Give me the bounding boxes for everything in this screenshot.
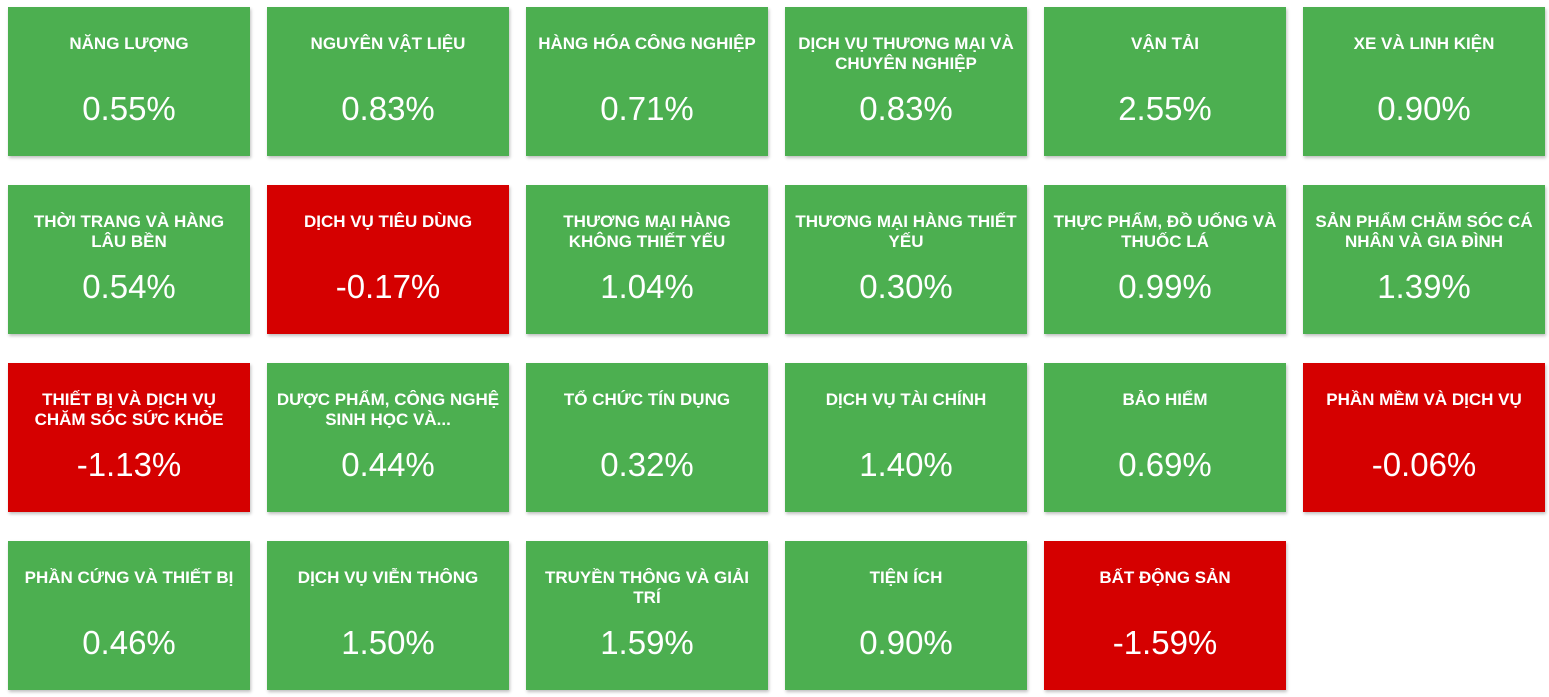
sector-name: BẢO HIỂM [1122,390,1208,409]
sector-name: DỊCH VỤ TÀI CHÍNH [825,390,987,409]
sector-name: DƯỢC PHẨM, CÔNG NGHỆ SINH HỌC VÀ... [276,390,500,429]
sector-tile-bat-dong-san[interactable]: BẤT ĐỘNG SẢN -1.59% [1044,541,1286,690]
sector-tile-hang-hoa-cong-nghiep[interactable]: HÀNG HÓA CÔNG NGHIỆP 0.71% [526,7,768,156]
sector-change: -1.13% [76,446,182,483]
sector-change: 1.39% [1377,268,1471,305]
sector-change: 0.83% [341,90,435,127]
sector-name: THỜI TRANG VÀ HÀNG LÂU BỀN [33,212,225,251]
sector-name: DỊCH VỤ VIỄN THÔNG [297,568,479,587]
sector-heatmap-grid: NĂNG LƯỢNG 0.55% NGUYÊN VẬT LIỆU 0.83% H… [8,7,1545,690]
sector-change: 0.55% [82,90,176,127]
sector-change: 0.30% [859,268,953,305]
sector-tile-thiet-bi-y-te[interactable]: THIẾT BỊ VÀ DỊCH VỤ CHĂM SÓC SỨC KHỎE -1… [8,363,250,512]
sector-tile-thuc-pham-do-uong[interactable]: THỰC PHẨM, ĐỒ UỐNG VÀ THUỐC LÁ 0.99% [1044,185,1286,334]
sector-tile-nang-luong[interactable]: NĂNG LƯỢNG 0.55% [8,7,250,156]
sector-tile-vien-thong[interactable]: DỊCH VỤ VIỄN THÔNG 1.50% [267,541,509,690]
sector-tile-duoc-pham[interactable]: DƯỢC PHẨM, CÔNG NGHỆ SINH HỌC VÀ... 0.44… [267,363,509,512]
sector-name: SẢN PHẨM CHĂM SÓC CÁ NHÂN VÀ GIA ĐÌNH [1315,212,1533,251]
sector-tile-dich-vu-tai-chinh[interactable]: DỊCH VỤ TÀI CHÍNH 1.40% [785,363,1027,512]
sector-name: TIỆN ÍCH [869,568,943,587]
sector-change: 1.59% [600,624,694,661]
sector-name: DỊCH VỤ THƯƠNG MẠI VÀ CHUYÊN NGHIỆP [798,34,1014,73]
sector-change: 1.40% [859,446,953,483]
sector-name: BẤT ĐỘNG SẢN [1099,568,1231,587]
sector-change: 0.69% [1118,446,1212,483]
sector-name: PHẦN CỨNG VÀ THIẾT BỊ [24,568,234,587]
sector-name: THIẾT BỊ VÀ DỊCH VỤ CHĂM SÓC SỨC KHỎE [34,390,224,429]
sector-name: NGUYÊN VẬT LIỆU [310,34,466,53]
sector-tile-bao-hiem[interactable]: BẢO HIỂM 0.69% [1044,363,1286,512]
sector-tile-thoi-trang[interactable]: THỜI TRANG VÀ HÀNG LÂU BỀN 0.54% [8,185,250,334]
sector-change: 0.44% [341,446,435,483]
sector-change: 0.90% [1377,90,1471,127]
sector-change: 0.46% [82,624,176,661]
sector-change: -0.17% [335,268,441,305]
sector-name: XE VÀ LINH KIỆN [1353,34,1495,53]
sector-change: -1.59% [1112,624,1218,661]
sector-tile-dich-vu-thuong-mai[interactable]: DỊCH VỤ THƯƠNG MẠI VÀ CHUYÊN NGHIỆP 0.83… [785,7,1027,156]
sector-name: TRUYỀN THÔNG VÀ GIẢI TRÍ [544,568,749,607]
sector-change: -0.06% [1371,446,1477,483]
sector-tile-truyen-thong[interactable]: TRUYỀN THÔNG VÀ GIẢI TRÍ 1.59% [526,541,768,690]
sector-name: THƯƠNG MẠI HÀNG THIẾT YẾU [795,212,1017,251]
sector-change: 0.54% [82,268,176,305]
sector-name: DỊCH VỤ TIÊU DÙNG [303,212,473,231]
sector-change: 1.04% [600,268,694,305]
sector-tile-xe-va-linh-kien[interactable]: XE VÀ LINH KIỆN 0.90% [1303,7,1545,156]
sector-name: HÀNG HÓA CÔNG NGHIỆP [538,34,756,53]
sector-name: PHẦN MỀM VÀ DỊCH VỤ [1326,390,1522,409]
sector-tile-dich-vu-tieu-dung[interactable]: DỊCH VỤ TIÊU DÙNG -0.17% [267,185,509,334]
sector-tile-phan-cung[interactable]: PHẦN CỨNG VÀ THIẾT BỊ 0.46% [8,541,250,690]
sector-tile-van-tai[interactable]: VẬN TẢI 2.55% [1044,7,1286,156]
sector-name: NĂNG LƯỢNG [69,34,189,53]
sector-name: VẬN TẢI [1131,34,1199,53]
sector-name: THƯƠNG MẠI HÀNG KHÔNG THIẾT YẾU [563,212,731,251]
sector-change: 0.83% [859,90,953,127]
sector-tile-san-pham-cham-soc[interactable]: SẢN PHẨM CHĂM SÓC CÁ NHÂN VÀ GIA ĐÌNH 1.… [1303,185,1545,334]
sector-change: 0.32% [600,446,694,483]
sector-tile-hang-khong-thiet-yeu[interactable]: THƯƠNG MẠI HÀNG KHÔNG THIẾT YẾU 1.04% [526,185,768,334]
sector-change: 2.55% [1118,90,1212,127]
sector-tile-phan-mem[interactable]: PHẦN MỀM VÀ DỊCH VỤ -0.06% [1303,363,1545,512]
sector-tile-nguyen-vat-lieu[interactable]: NGUYÊN VẬT LIỆU 0.83% [267,7,509,156]
sector-tile-tien-ich[interactable]: TIỆN ÍCH 0.90% [785,541,1027,690]
sector-change: 0.90% [859,624,953,661]
sector-name: TỔ CHỨC TÍN DỤNG [563,390,731,409]
sector-tile-hang-thiet-yeu[interactable]: THƯƠNG MẠI HÀNG THIẾT YẾU 0.30% [785,185,1027,334]
sector-change: 1.50% [341,624,435,661]
sector-tile-to-chuc-tin-dung[interactable]: TỔ CHỨC TÍN DỤNG 0.32% [526,363,768,512]
sector-change: 0.99% [1118,268,1212,305]
sector-name: THỰC PHẨM, ĐỒ UỐNG VÀ THUỐC LÁ [1053,212,1277,251]
sector-change: 0.71% [600,90,694,127]
